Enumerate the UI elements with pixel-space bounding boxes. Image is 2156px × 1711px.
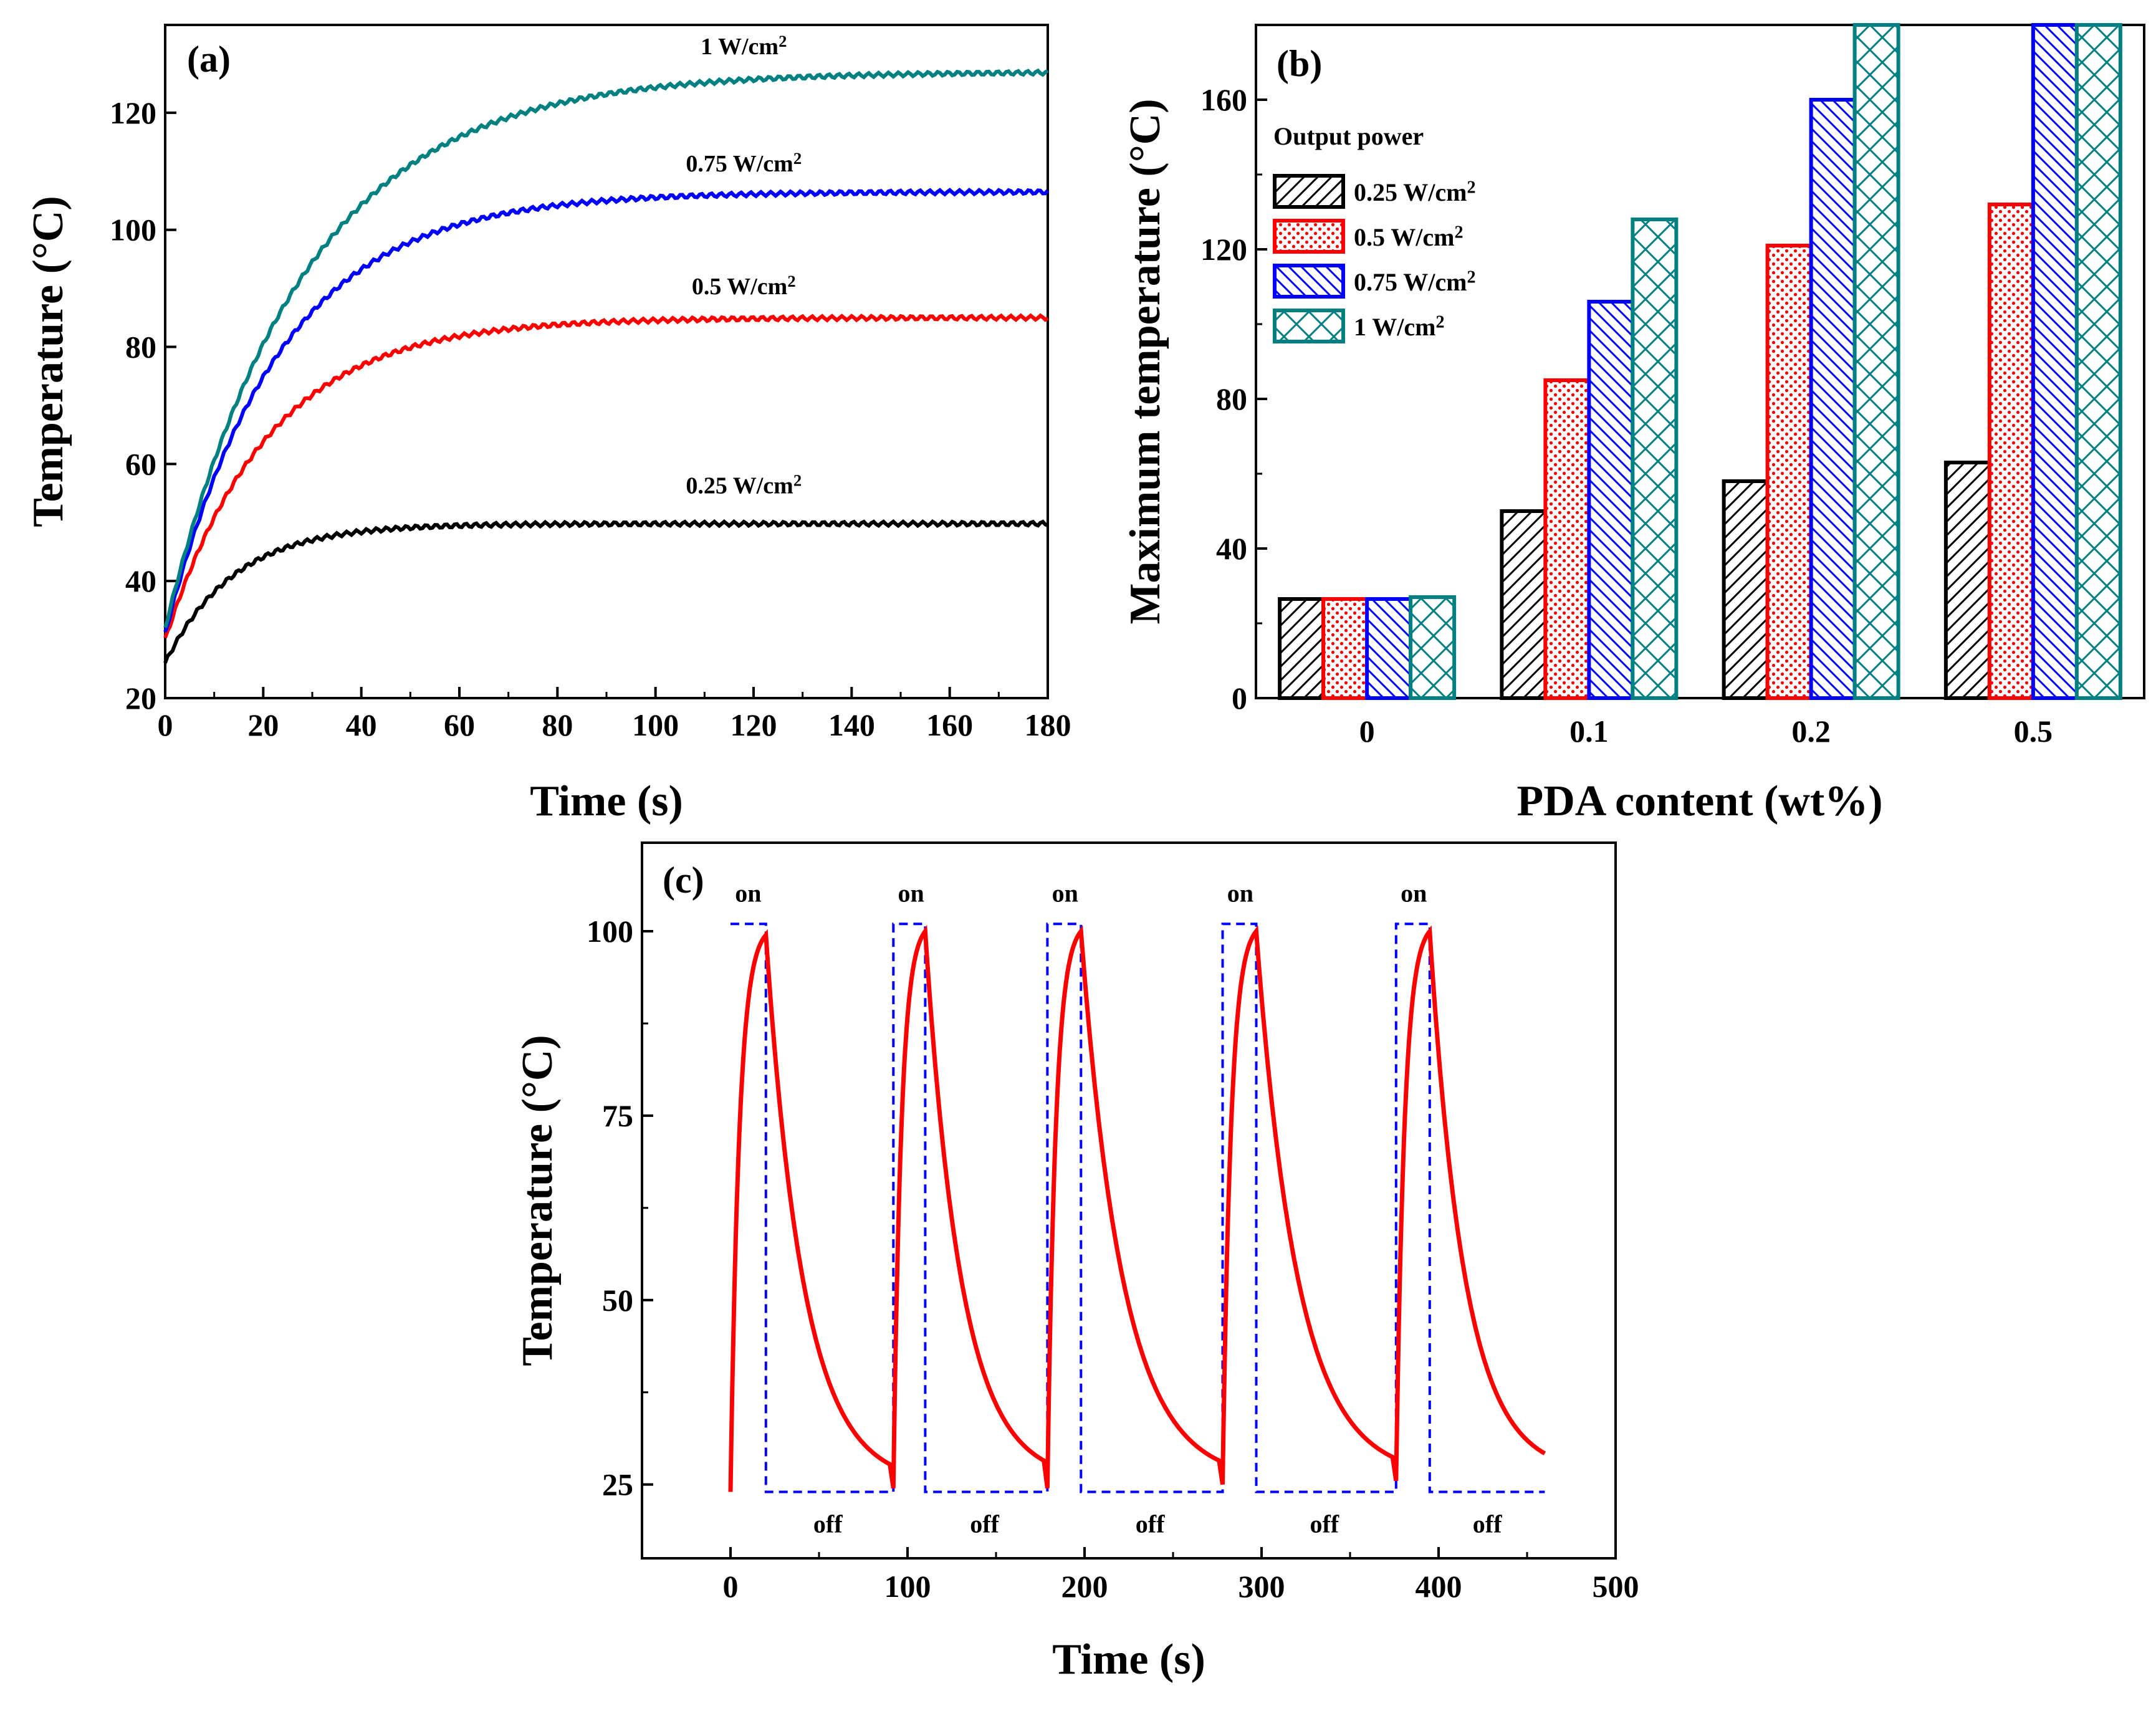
panel-b-bar bbox=[1500, 509, 1548, 700]
panel-c-xtick-label: 300 bbox=[1239, 1569, 1285, 1604]
panel-b-xlabel: PDA content (wt%) bbox=[1516, 777, 1882, 825]
panel-b-bar bbox=[1365, 597, 1413, 700]
panel-c-ytick-label: 25 bbox=[602, 1467, 633, 1502]
panel-a-xtick-label: 40 bbox=[346, 707, 377, 742]
panel-a-xtick-label: 180 bbox=[1025, 707, 1071, 742]
panel-c-frame bbox=[641, 841, 1617, 1560]
panel-c-ylabel: Temperature (°C) bbox=[514, 1035, 562, 1366]
panel-b-ytick-label: 40 bbox=[1216, 531, 1247, 566]
panel-b-legend-swatch bbox=[1273, 309, 1345, 343]
panel-a-xtick-label: 0 bbox=[158, 707, 173, 742]
panel-c-on-label: on bbox=[1052, 879, 1078, 908]
panel-b-bar bbox=[1765, 244, 1813, 700]
panel-b-bar bbox=[1852, 23, 1900, 700]
panel-a-series-line bbox=[163, 519, 1049, 664]
panel-c-ytick-label: 75 bbox=[602, 1098, 633, 1133]
panel-a-xtick-label: 60 bbox=[444, 707, 475, 742]
panel-b-bar bbox=[1543, 378, 1591, 700]
panel-b-legend-label: 0.25 W/cm2 bbox=[1354, 178, 1475, 206]
panel-b-ytick-label: 80 bbox=[1216, 381, 1247, 416]
panel-c-xtick-label: 500 bbox=[1593, 1569, 1639, 1604]
panel-a-ylabel: Temperature (°C) bbox=[24, 196, 72, 527]
panel-a-series-label: 0.75 W/cm2 bbox=[686, 149, 802, 177]
panel-a-series-label: 0.5 W/cm2 bbox=[692, 272, 796, 300]
panel-b-legend-label: 1 W/cm2 bbox=[1354, 312, 1444, 341]
panel-c-label: (c) bbox=[663, 860, 704, 901]
panel-b-legend-swatch bbox=[1273, 219, 1345, 254]
panel-b-bar bbox=[1722, 479, 1770, 700]
panel-b-bar bbox=[2031, 23, 2079, 700]
panel-a-ytick-label: 40 bbox=[125, 563, 156, 598]
panel-b-xtick-label: 0 bbox=[1359, 714, 1375, 749]
panel-c-switch-line bbox=[731, 923, 1545, 1493]
panel-a-series-label: 0.25 W/cm2 bbox=[686, 471, 802, 499]
panel-c-xtick-label: 200 bbox=[1061, 1569, 1108, 1604]
panel-c: 0 100 200 300 400 500 25 50 75 100 on off on off on of… bbox=[514, 841, 1639, 1684]
panel-c-temperature-line bbox=[728, 924, 1546, 1492]
panel-b-legend-swatch bbox=[1273, 174, 1345, 209]
panel-b-label: (b) bbox=[1277, 43, 1322, 84]
panel-a-ytick-label: 20 bbox=[125, 681, 156, 716]
panel-b-xtick-label: 0.2 bbox=[1791, 714, 1831, 749]
panel-c-xtick-label: 0 bbox=[723, 1569, 739, 1604]
panel-c-on-label: on bbox=[898, 879, 924, 908]
panel-a-xlabel: Time (s) bbox=[530, 777, 683, 825]
panel-b-bar bbox=[1809, 98, 1857, 700]
panel-a-series-line bbox=[163, 188, 1050, 633]
panel-a-xtick-label: 120 bbox=[731, 707, 777, 742]
panel-b-bar bbox=[1943, 461, 1991, 700]
panel-c-off-label: off bbox=[970, 1510, 999, 1538]
panel-b-bar bbox=[1278, 597, 1326, 700]
panel-b: 0 40 80 120 160 0 0.1 0.2 0.5 Output power 0.25 W… bbox=[1121, 23, 2145, 825]
panel-a-xtick-label: 20 bbox=[247, 707, 279, 742]
panel-a-series-line bbox=[163, 313, 1049, 639]
panel-c-xtick-label: 100 bbox=[884, 1569, 931, 1604]
panel-c-ytick-label: 100 bbox=[587, 914, 633, 949]
panel-a-frame bbox=[164, 24, 1049, 699]
panel-a-xtick-label: 160 bbox=[926, 707, 973, 742]
panel-a-series-label: 1 W/cm2 bbox=[701, 32, 787, 60]
panel-b-ytick-label: 160 bbox=[1200, 82, 1247, 117]
panel-b-legend-label: 0.5 W/cm2 bbox=[1354, 223, 1463, 251]
panel-c-on-label: on bbox=[1401, 879, 1427, 908]
panel-b-bar bbox=[1987, 203, 2035, 700]
panel-c-on-label: on bbox=[735, 879, 761, 908]
panel-c-on-label: on bbox=[1227, 879, 1253, 908]
panel-a-xtick-label: 80 bbox=[542, 707, 573, 742]
panel-b-ytick-label: 120 bbox=[1200, 232, 1247, 267]
panel-a-ytick-label: 100 bbox=[110, 213, 156, 247]
panel-b-xtick-label: 0.5 bbox=[2014, 714, 2053, 749]
panel-b-legend-label: 0.75 W/cm2 bbox=[1354, 267, 1475, 296]
panel-c-off-label: off bbox=[1136, 1510, 1165, 1538]
panel-a-xtick-label: 100 bbox=[632, 707, 679, 742]
panel-a-ytick-label: 80 bbox=[125, 330, 156, 365]
panel-c-xlabel: Time (s) bbox=[1052, 1636, 1205, 1684]
panel-c-xtick-label: 400 bbox=[1416, 1569, 1462, 1604]
panel-c-off-label: off bbox=[813, 1510, 843, 1538]
panel-b-bar bbox=[2074, 23, 2122, 700]
panel-a-ytick-label: 120 bbox=[110, 95, 156, 130]
panel-b-frame bbox=[1255, 24, 2145, 699]
panel-a-xtick-label: 140 bbox=[828, 707, 875, 742]
panel-b-legend-swatch bbox=[1273, 264, 1345, 299]
panel-b-bar bbox=[1409, 595, 1457, 700]
panel-b-ytick-label: 0 bbox=[1232, 681, 1247, 716]
panel-b-bar bbox=[1631, 218, 1679, 700]
panel-b-ylabel: Maximum temperature (°C) bbox=[1121, 98, 1169, 624]
panel-c-off-label: off bbox=[1310, 1510, 1339, 1538]
panel-b-bar bbox=[1587, 300, 1635, 700]
panel-c-ytick-label: 50 bbox=[602, 1283, 633, 1318]
panel-a-series-line bbox=[163, 68, 1049, 628]
panel-a-ytick-label: 60 bbox=[125, 446, 156, 481]
panel-a-label: (a) bbox=[187, 39, 231, 80]
panel-b-legend-title: Output power bbox=[1273, 122, 1424, 150]
panel-b-xtick-label: 0.1 bbox=[1569, 714, 1609, 749]
panel-b-bar bbox=[1321, 597, 1369, 700]
panel-c-off-label: off bbox=[1473, 1510, 1502, 1538]
